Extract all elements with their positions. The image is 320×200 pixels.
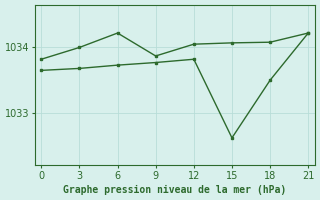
X-axis label: Graphe pression niveau de la mer (hPa): Graphe pression niveau de la mer (hPa): [63, 185, 286, 195]
